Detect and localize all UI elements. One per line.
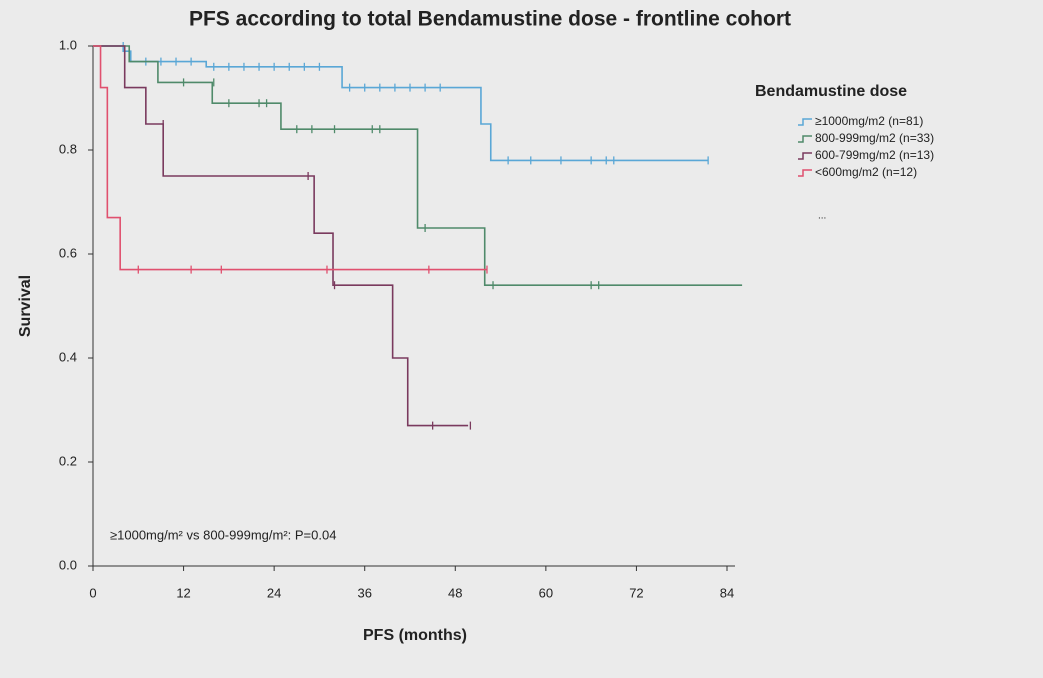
legend-swatch <box>798 169 812 177</box>
x-tick-label: 0 <box>89 585 96 600</box>
survival-curve <box>93 45 469 427</box>
legend-label: ≥1000mg/m2 (n=81) <box>815 114 923 128</box>
x-axis-label: PFS (months) <box>363 627 467 644</box>
legend-title: Bendamustine dose <box>755 83 907 100</box>
survival-curve <box>93 45 743 286</box>
legend-label: 800-999mg/m2 (n=33) <box>815 131 934 145</box>
annotation: ≥1000mg/m² vs 800-999mg/m²: P=0.04 <box>110 527 336 542</box>
y-tick-label: 0.8 <box>59 141 77 156</box>
y-axis-label: Survival <box>17 275 34 337</box>
x-tick-label: 24 <box>267 585 281 600</box>
x-tick-label: 72 <box>629 585 643 600</box>
legend-swatch <box>798 135 812 143</box>
y-tick-label: 1.0 <box>59 37 77 52</box>
legend-label: <600mg/m2 (n=12) <box>815 165 917 179</box>
legend-label: 600-799mg/m2 (n=13) <box>815 148 934 162</box>
survival-curve <box>93 45 487 271</box>
chart-title: PFS according to total Bendamustine dose… <box>189 8 791 31</box>
legend-swatch <box>798 152 812 160</box>
y-tick-label: 0.6 <box>59 245 77 260</box>
x-tick-label: 12 <box>176 585 190 600</box>
x-tick-label: 36 <box>357 585 371 600</box>
x-tick-label: 48 <box>448 585 462 600</box>
y-tick-label: 0.2 <box>59 453 77 468</box>
legend-swatch <box>798 118 812 126</box>
legend-extra: ... <box>818 211 826 222</box>
y-tick-label: 0.4 <box>59 349 77 364</box>
y-tick-label: 0.0 <box>59 557 77 572</box>
x-tick-label: 84 <box>720 585 734 600</box>
x-tick-label: 60 <box>539 585 553 600</box>
